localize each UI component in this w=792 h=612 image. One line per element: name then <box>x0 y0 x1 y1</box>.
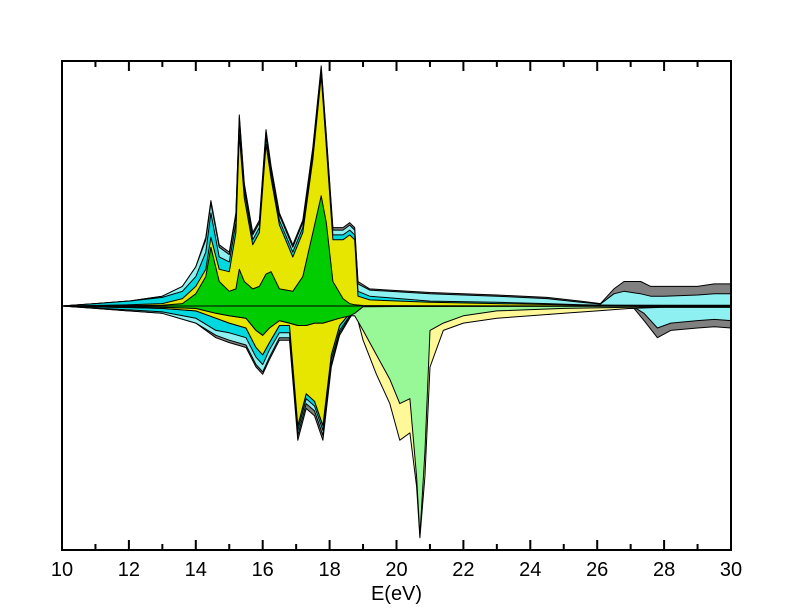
x-tick-label: 26 <box>586 559 608 581</box>
x-tick-label: 22 <box>452 559 474 581</box>
x-tick-label: 14 <box>185 559 207 581</box>
dos-area-up-3 <box>61 70 732 307</box>
x-tick-label: 18 <box>318 559 340 581</box>
x-tick-labels: 10 12 14 16 18 20 22 24 26 28 30 <box>51 559 742 581</box>
axis-ticks <box>61 61 732 550</box>
x-tick-label: 24 <box>519 559 541 581</box>
x-tick-label: 28 <box>653 559 675 581</box>
x-tick-label: 10 <box>51 559 73 581</box>
dos-area-up-4 <box>61 75 732 307</box>
area-layers <box>61 65 732 539</box>
x-tick-label: 16 <box>252 559 274 581</box>
x-axis-label: E(eV) <box>371 583 422 605</box>
dos-area-up-2 <box>61 67 732 307</box>
x-tick-label: 12 <box>118 559 140 581</box>
dos-area-up-5 <box>61 195 732 307</box>
dos-area-up-1 <box>61 65 732 307</box>
x-tick-label: 20 <box>385 559 407 581</box>
x-tick-label: 30 <box>720 559 742 581</box>
dos-area-down-7 <box>61 305 732 336</box>
dos-area-down-2 <box>61 305 732 436</box>
